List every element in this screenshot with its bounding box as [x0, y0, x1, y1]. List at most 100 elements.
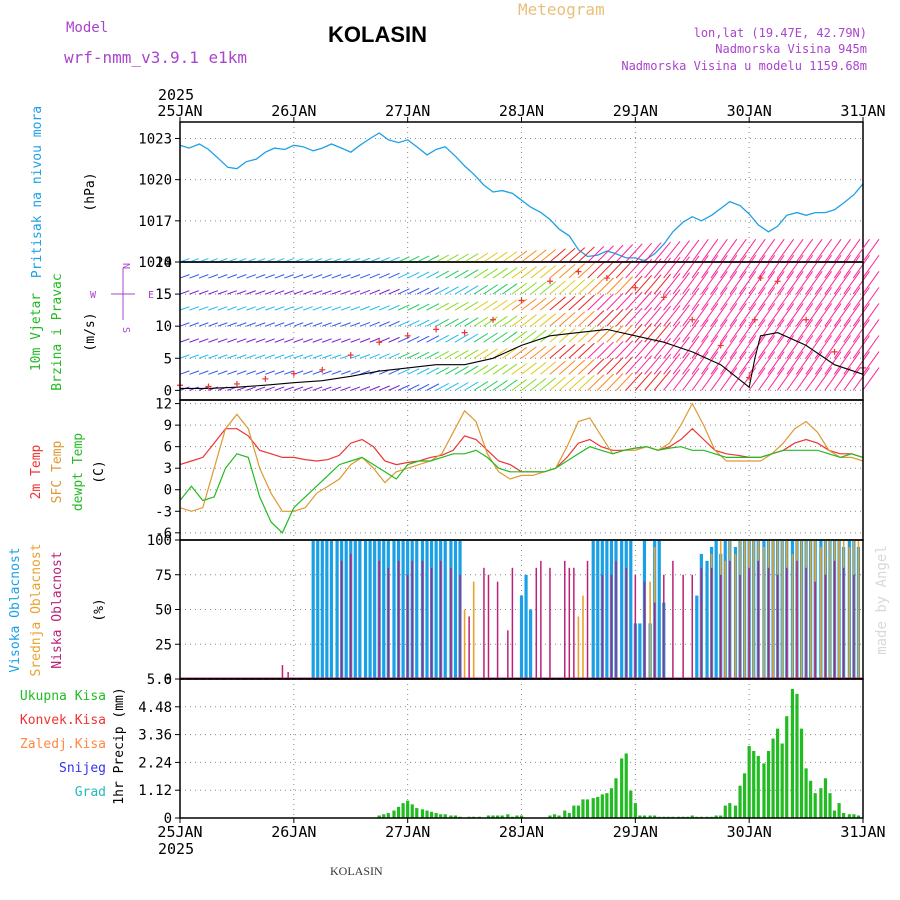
- wind-arrow: [748, 319, 766, 343]
- wind-arrow: [606, 325, 624, 343]
- cloud-bar: [524, 574, 528, 679]
- wind-arrow: [767, 351, 785, 375]
- wind-arrow: [445, 334, 459, 343]
- wind-arrow: [454, 317, 469, 327]
- wind-arrow: [587, 374, 605, 391]
- cloud-bar: [483, 567, 485, 679]
- cloud-bar: [329, 540, 333, 679]
- wind-arrow: [634, 339, 653, 359]
- wind-arrow: [606, 357, 624, 375]
- wind-arrow: [445, 382, 459, 391]
- wind-gust-marker: [319, 366, 326, 373]
- wind-arrow: [407, 271, 420, 279]
- wind-arrow: [483, 316, 498, 327]
- wind-arrow: [426, 287, 440, 295]
- wind-arrow: [246, 386, 256, 391]
- cloud-bar: [529, 609, 533, 679]
- cloud-bar: [814, 581, 816, 679]
- wind-arrow: [729, 287, 747, 311]
- wind-arrow: [672, 288, 690, 311]
- wind-arrow: [739, 335, 757, 359]
- cloud-bar: [739, 574, 741, 679]
- wind-arrow: [227, 274, 237, 279]
- wind-arrow: [208, 322, 219, 327]
- wind-arrow: [426, 335, 440, 343]
- cloud-bar: [430, 567, 433, 679]
- precip-legend-item: Grad: [75, 785, 106, 800]
- wind-arrow: [274, 370, 285, 375]
- wind-arrow: [776, 254, 795, 279]
- wind-arrow: [672, 368, 690, 391]
- cloud-bar: [401, 540, 405, 679]
- cloud-bar: [287, 672, 289, 679]
- y-tick-label: 3.36: [138, 728, 172, 744]
- wind-arrow: [862, 351, 880, 375]
- wind-arrow: [615, 244, 633, 263]
- wind-arrow: [435, 318, 449, 327]
- cloud-bar: [591, 540, 595, 679]
- wind-arrow: [577, 310, 595, 327]
- wind-arrow: [862, 287, 880, 311]
- wind-arrow: [293, 386, 304, 391]
- precip-bar: [386, 813, 390, 818]
- y-tick-label: 1017: [138, 214, 172, 230]
- wind-arrow: [397, 272, 410, 279]
- wind-arrow: [179, 306, 190, 311]
- wind-arrow: [189, 290, 200, 295]
- wind-arrow: [530, 329, 547, 343]
- precip-bar: [439, 814, 443, 818]
- wind-arrow: [454, 382, 469, 391]
- wind-arrow: [530, 281, 547, 295]
- wind-arrow: [720, 335, 738, 359]
- precip-bar: [515, 815, 519, 818]
- wind-arrow: [274, 386, 285, 391]
- wind-arrow: [843, 303, 861, 327]
- wind-arrow: [795, 287, 814, 311]
- wind-arrow: [852, 303, 870, 327]
- precip-bar: [563, 810, 567, 818]
- wind-arrow: [644, 306, 662, 327]
- wind-arrow: [189, 370, 200, 375]
- wind-arrow: [198, 338, 209, 343]
- cloud-bar: [425, 540, 429, 679]
- wind-arrow: [331, 274, 342, 279]
- wind-arrow: [530, 249, 547, 263]
- cloud-bar: [368, 540, 372, 679]
- wind-arrow: [350, 338, 361, 343]
- wind-arrow: [198, 354, 209, 359]
- wind-arrow: [359, 338, 371, 343]
- wind-arrow: [189, 322, 200, 327]
- cloud-bar: [663, 574, 665, 679]
- wind-arrow: [246, 274, 256, 279]
- wind-arrow: [359, 273, 371, 279]
- wind-arrow: [492, 347, 508, 359]
- wind-arrow: [540, 281, 557, 295]
- wind-arrow: [227, 370, 237, 375]
- wind-arrow: [502, 315, 518, 327]
- wind-arrow: [293, 322, 304, 327]
- wind-arrow: [227, 306, 237, 311]
- precip-bar: [723, 805, 727, 818]
- wind-arrow: [814, 319, 833, 343]
- wind-arrow: [426, 319, 440, 327]
- precip-bar: [785, 716, 789, 818]
- wind-arrow: [265, 338, 275, 343]
- wind-arrow: [625, 371, 643, 391]
- precip-bar: [624, 753, 628, 818]
- cloud-bar: [463, 609, 466, 679]
- wind-unit-label: (m/s): [83, 312, 98, 351]
- wind-arrow: [521, 250, 537, 263]
- wind-arrow: [246, 306, 256, 311]
- wind-arrow: [568, 359, 586, 375]
- wind-arrow: [521, 314, 537, 327]
- wind-arrow: [407, 368, 420, 375]
- wind-arrow: [217, 354, 228, 359]
- wind-arrow: [644, 242, 662, 263]
- wind-arrow: [350, 370, 361, 375]
- y-tick-label: 10: [155, 319, 172, 335]
- wind-arrow: [492, 331, 508, 343]
- cloud-bar: [487, 574, 490, 679]
- wind-arrow: [331, 386, 342, 391]
- wind-arrow: [720, 271, 738, 295]
